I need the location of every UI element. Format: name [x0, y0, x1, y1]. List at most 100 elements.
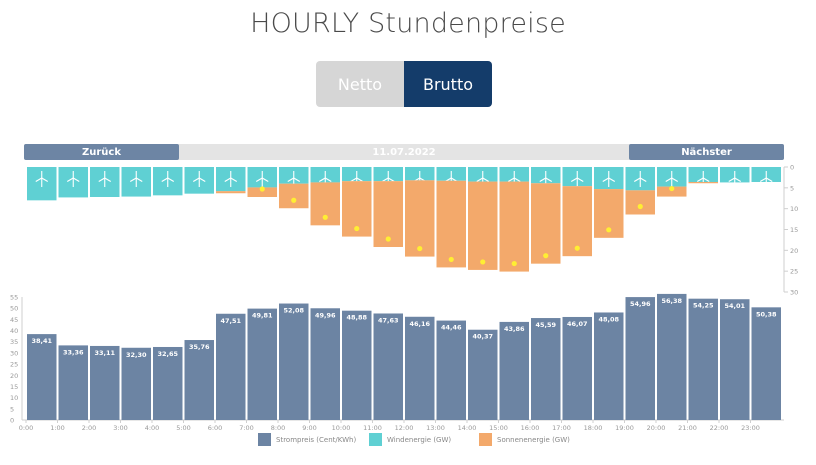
wind-turbine-icon [602, 171, 616, 187]
price-y-tick-label: 45 [10, 316, 18, 324]
solar-bar [625, 190, 655, 215]
price-data-label: 47,51 [220, 317, 241, 325]
sun-icon [606, 227, 612, 233]
legend-label-price: Strompreis (Cent/KWh) [276, 435, 357, 444]
price-y-tick-label: 35 [10, 338, 18, 346]
price-bar [121, 347, 151, 420]
price-data-label: 46,07 [567, 320, 588, 328]
price-bar [436, 320, 466, 420]
solar-bar [499, 181, 529, 272]
price-y-tick-label: 10 [10, 394, 18, 402]
x-tick-label: 13:00 [426, 424, 445, 432]
price-data-label: 38,41 [31, 337, 52, 345]
top-y-tick-label: 10 [790, 205, 798, 213]
price-bar [468, 329, 498, 420]
solar-bar [436, 180, 466, 268]
price-data-label: 52,08 [283, 307, 304, 315]
wind-turbine-icon [98, 171, 112, 187]
price-data-label: 49,96 [315, 311, 336, 319]
x-tick-label: 11:00 [363, 424, 382, 432]
x-tick-label: 7:00 [239, 424, 254, 432]
solar-bar [562, 186, 592, 257]
top-y-tick-label: 0 [790, 164, 794, 172]
price-data-label: 33,36 [63, 348, 84, 356]
price-bar [657, 293, 687, 420]
x-tick-label: 9:00 [302, 424, 317, 432]
price-data-label: 50,38 [756, 310, 777, 318]
x-tick-label: 18:00 [584, 424, 603, 432]
solar-bar [247, 187, 277, 197]
sun-icon [574, 245, 580, 251]
wind-turbine-icon [129, 171, 143, 187]
price-y-tick-label: 20 [10, 372, 18, 380]
price-bar [58, 345, 88, 420]
price-bar [184, 340, 214, 420]
sun-icon [511, 260, 517, 267]
sun-icon [669, 185, 675, 192]
top-y-tick-label: 30 [790, 289, 798, 297]
price-bar [562, 316, 592, 420]
next-button[interactable]: Nächster [629, 144, 784, 160]
price-y-tick-label: 25 [10, 361, 18, 369]
wind-turbine-icon [35, 171, 49, 187]
legend-label-solar: Sonnenenergie (GW) [497, 435, 570, 444]
price-bar [247, 308, 277, 420]
x-tick-label: 0:00 [19, 424, 34, 432]
legend-item-wind[interactable]: Windenergie (GW) [369, 433, 451, 446]
top-y-tick-label: 25 [790, 268, 798, 276]
price-data-label: 54,25 [693, 302, 714, 310]
wind-turbine-icon [665, 171, 679, 187]
sun-icon [291, 197, 297, 203]
back-button[interactable]: Zurück [24, 144, 179, 160]
chart-legend: Strompreis (Cent/KWh) Windenergie (GW) S… [0, 433, 816, 447]
sun-icon [259, 186, 265, 192]
x-tick-label: 23:00 [741, 424, 760, 432]
price-y-tick-label: 50 [10, 305, 18, 313]
x-tick-label: 21:00 [678, 424, 697, 432]
solar-bar [216, 191, 246, 194]
price-bar [27, 334, 57, 420]
brutto-button[interactable]: Brutto [404, 61, 492, 107]
price-data-label: 54,96 [630, 300, 651, 308]
solar-bar [279, 183, 309, 209]
legend-swatch-wind [369, 433, 382, 446]
wind-turbine-icon [192, 171, 206, 187]
top-y-tick-label: 15 [790, 226, 798, 234]
wind-turbine-icon [224, 171, 238, 187]
x-tick-label: 12:00 [395, 424, 414, 432]
x-tick-label: 17:00 [552, 424, 571, 432]
price-bar [625, 297, 655, 420]
solar-bar [373, 181, 403, 247]
legend-item-price[interactable]: Strompreis (Cent/KWh) [258, 433, 356, 446]
solar-bar [405, 180, 435, 257]
price-bar [216, 313, 246, 420]
price-data-label: 40,37 [472, 333, 493, 341]
price-bar [153, 346, 183, 420]
x-tick-label: 20:00 [647, 424, 666, 432]
sun-icon [448, 256, 454, 263]
price-data-label: 43,86 [504, 325, 525, 333]
price-data-label: 32,30 [126, 351, 147, 359]
x-tick-label: 22:00 [710, 424, 729, 432]
legend-label-wind: Windenergie (GW) [387, 435, 452, 444]
solar-bar [657, 186, 687, 197]
sun-icon [543, 253, 549, 259]
sun-icon [417, 245, 423, 252]
x-tick-label: 14:00 [458, 424, 477, 432]
x-tick-label: 3:00 [113, 424, 128, 432]
price-bar [373, 313, 403, 420]
price-data-label: 49,81 [252, 312, 273, 320]
netto-button[interactable]: Netto [316, 61, 404, 107]
price-bar [594, 312, 624, 420]
price-data-label: 33,11 [94, 349, 115, 357]
legend-item-solar[interactable]: Sonnenenergie (GW) [479, 433, 570, 446]
price-bar [720, 299, 750, 420]
sun-icon [637, 203, 643, 210]
netto-brutto-toggle: Netto Brutto [316, 61, 492, 107]
price-bar [531, 318, 561, 420]
current-date: 11.07.2022 [372, 146, 436, 158]
wind-turbine-icon [66, 171, 80, 187]
solar-bar [688, 182, 718, 184]
x-tick-label: 6:00 [208, 424, 223, 432]
